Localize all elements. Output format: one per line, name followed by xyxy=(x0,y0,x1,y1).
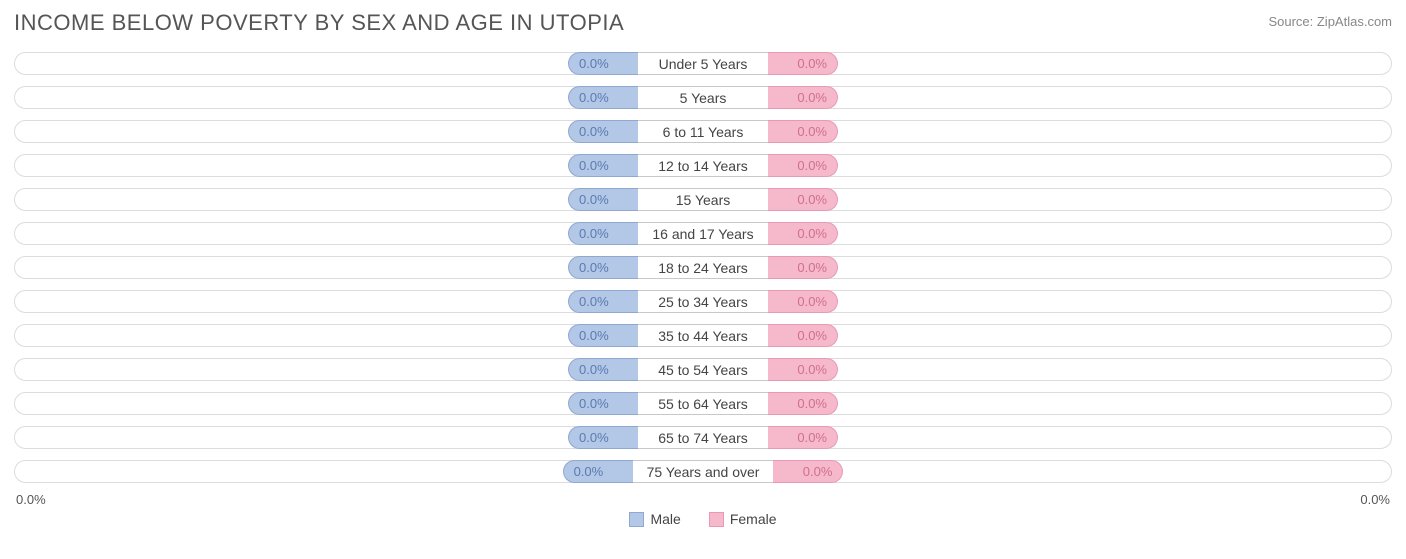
male-value: 0.0% xyxy=(568,86,638,109)
female-value: 0.0% xyxy=(768,290,838,313)
row-center-group: 0.0%35 to 44 Years0.0% xyxy=(568,324,838,347)
chart-row: 0.0%65 to 74 Years0.0% xyxy=(14,424,1392,451)
age-label: 6 to 11 Years xyxy=(638,120,768,143)
age-label: 25 to 34 Years xyxy=(638,290,768,313)
legend-female-label: Female xyxy=(730,511,777,527)
row-center-group: 0.0%18 to 24 Years0.0% xyxy=(568,256,838,279)
legend-item-male: Male xyxy=(629,511,680,527)
chart-row: 0.0%55 to 64 Years0.0% xyxy=(14,390,1392,417)
male-value: 0.0% xyxy=(568,426,638,449)
row-center-group: 0.0%55 to 64 Years0.0% xyxy=(568,392,838,415)
chart-row: 0.0%6 to 11 Years0.0% xyxy=(14,118,1392,145)
header: INCOME BELOW POVERTY BY SEX AND AGE IN U… xyxy=(14,10,1392,36)
legend: Male Female xyxy=(14,511,1392,527)
female-value: 0.0% xyxy=(768,154,838,177)
age-label: 55 to 64 Years xyxy=(638,392,768,415)
female-value: 0.0% xyxy=(768,426,838,449)
age-label: 18 to 24 Years xyxy=(638,256,768,279)
chart-row: 0.0%5 Years0.0% xyxy=(14,84,1392,111)
male-value: 0.0% xyxy=(568,358,638,381)
age-label: 35 to 44 Years xyxy=(638,324,768,347)
male-value: 0.0% xyxy=(568,290,638,313)
row-center-group: 0.0%45 to 54 Years0.0% xyxy=(568,358,838,381)
row-center-group: 0.0%5 Years0.0% xyxy=(568,86,838,109)
row-center-group: 0.0%16 and 17 Years0.0% xyxy=(568,222,838,245)
male-value: 0.0% xyxy=(568,52,638,75)
female-value: 0.0% xyxy=(768,256,838,279)
chart-row: 0.0%15 Years0.0% xyxy=(14,186,1392,213)
chart-row: 0.0%35 to 44 Years0.0% xyxy=(14,322,1392,349)
chart-row: 0.0%25 to 34 Years0.0% xyxy=(14,288,1392,315)
chart-row: 0.0%12 to 14 Years0.0% xyxy=(14,152,1392,179)
chart-area: 0.0%Under 5 Years0.0%0.0%5 Years0.0%0.0%… xyxy=(14,50,1392,485)
legend-item-female: Female xyxy=(709,511,777,527)
male-value: 0.0% xyxy=(568,256,638,279)
row-center-group: 0.0%12 to 14 Years0.0% xyxy=(568,154,838,177)
female-swatch-icon xyxy=(709,512,724,527)
row-center-group: 0.0%6 to 11 Years0.0% xyxy=(568,120,838,143)
row-center-group: 0.0%Under 5 Years0.0% xyxy=(568,52,838,75)
female-value: 0.0% xyxy=(768,120,838,143)
male-value: 0.0% xyxy=(568,188,638,211)
age-label: 5 Years xyxy=(638,86,768,109)
male-value: 0.0% xyxy=(568,324,638,347)
chart-row: 0.0%16 and 17 Years0.0% xyxy=(14,220,1392,247)
chart-row: 0.0%18 to 24 Years0.0% xyxy=(14,254,1392,281)
chart-row: 0.0%45 to 54 Years0.0% xyxy=(14,356,1392,383)
chart-row: 0.0%Under 5 Years0.0% xyxy=(14,50,1392,77)
female-value: 0.0% xyxy=(768,188,838,211)
legend-male-label: Male xyxy=(650,511,680,527)
axis-left-label: 0.0% xyxy=(16,492,46,507)
chart-row: 0.0%75 Years and over0.0% xyxy=(14,458,1392,485)
male-value: 0.0% xyxy=(563,460,633,483)
male-value: 0.0% xyxy=(568,392,638,415)
female-value: 0.0% xyxy=(768,358,838,381)
source-attribution: Source: ZipAtlas.com xyxy=(1268,14,1392,29)
age-label: 12 to 14 Years xyxy=(638,154,768,177)
age-label: 65 to 74 Years xyxy=(638,426,768,449)
female-value: 0.0% xyxy=(768,86,838,109)
row-center-group: 0.0%75 Years and over0.0% xyxy=(563,460,844,483)
age-label: 45 to 54 Years xyxy=(638,358,768,381)
female-value: 0.0% xyxy=(768,222,838,245)
female-value: 0.0% xyxy=(768,392,838,415)
age-label: 75 Years and over xyxy=(633,460,774,483)
row-center-group: 0.0%15 Years0.0% xyxy=(568,188,838,211)
male-swatch-icon xyxy=(629,512,644,527)
row-center-group: 0.0%25 to 34 Years0.0% xyxy=(568,290,838,313)
age-label: 16 and 17 Years xyxy=(638,222,768,245)
row-center-group: 0.0%65 to 74 Years0.0% xyxy=(568,426,838,449)
x-axis: 0.0% 0.0% xyxy=(14,492,1392,507)
axis-right-label: 0.0% xyxy=(1360,492,1390,507)
female-value: 0.0% xyxy=(768,324,838,347)
male-value: 0.0% xyxy=(568,120,638,143)
age-label: Under 5 Years xyxy=(638,52,768,75)
age-label: 15 Years xyxy=(638,188,768,211)
male-value: 0.0% xyxy=(568,154,638,177)
male-value: 0.0% xyxy=(568,222,638,245)
chart-title: INCOME BELOW POVERTY BY SEX AND AGE IN U… xyxy=(14,10,624,36)
female-value: 0.0% xyxy=(773,460,843,483)
female-value: 0.0% xyxy=(768,52,838,75)
chart-container: INCOME BELOW POVERTY BY SEX AND AGE IN U… xyxy=(0,0,1406,559)
